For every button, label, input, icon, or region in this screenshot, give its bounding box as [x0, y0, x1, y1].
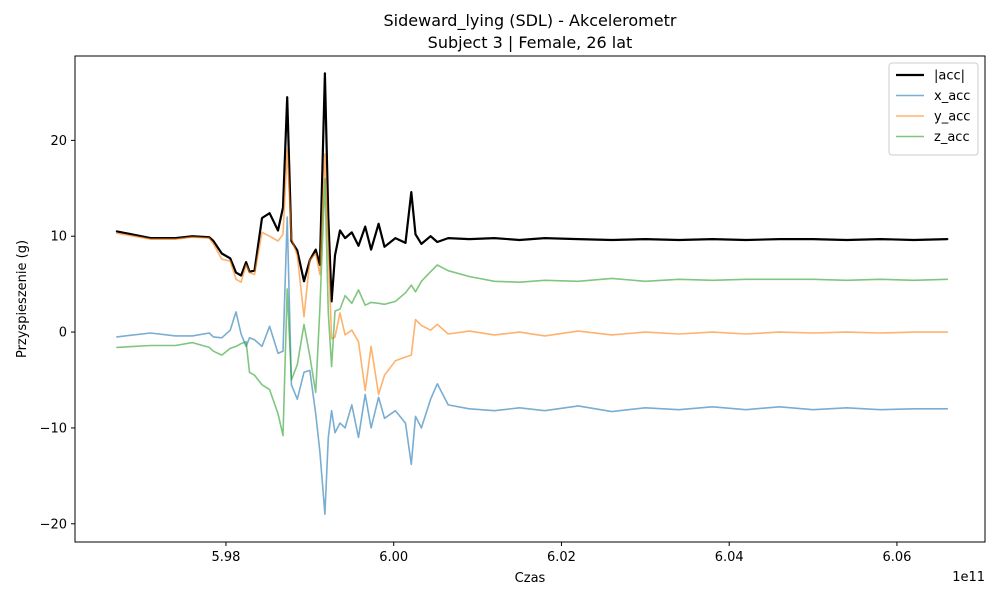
y-tick-label: −10 — [40, 421, 67, 436]
x-axis-label: Czas — [515, 571, 546, 586]
chart-subtitle: Subject 3 | Female, 26 lat — [428, 33, 633, 52]
y-tick-label: 0 — [59, 326, 67, 341]
legend-label: z_acc — [934, 130, 970, 145]
plot-frame — [74, 55, 986, 543]
x-axis-offset-label: 1e11 — [952, 570, 985, 585]
legend-label: x_acc — [934, 89, 970, 104]
x-tick-label: 6.06 — [882, 550, 911, 565]
y-tick-label: 20 — [50, 134, 67, 149]
y-axis: −20 −10 0 10 20 — [40, 134, 75, 532]
y-tick-label: −20 — [40, 517, 67, 532]
legend-box — [888, 62, 979, 156]
legend-label: |acc| — [934, 69, 965, 84]
series-line-3 — [116, 177, 949, 437]
series-line-2 — [116, 149, 949, 396]
y-tick-label: 10 — [50, 230, 67, 245]
x-tick-label: 6.04 — [715, 550, 744, 565]
series-layer — [115, 72, 949, 515]
x-tick-label: 5.98 — [211, 550, 240, 565]
plot-area — [75, 56, 985, 542]
legend-label: y_acc — [934, 110, 970, 125]
legend: |acc| x_acc y_acc z_acc — [888, 62, 979, 156]
series-line-0 — [115, 72, 949, 303]
x-tick-label: 6.00 — [379, 550, 408, 565]
chart-title: Sideward_lying (SDL) - Akcelerometr — [384, 11, 677, 31]
y-axis-label: Przyspieszenie (g) — [15, 240, 30, 358]
x-tick-label: 6.02 — [547, 550, 576, 565]
x-axis: 5.98 6.00 6.02 6.04 6.06 — [211, 542, 911, 565]
series-line-1 — [116, 216, 949, 515]
